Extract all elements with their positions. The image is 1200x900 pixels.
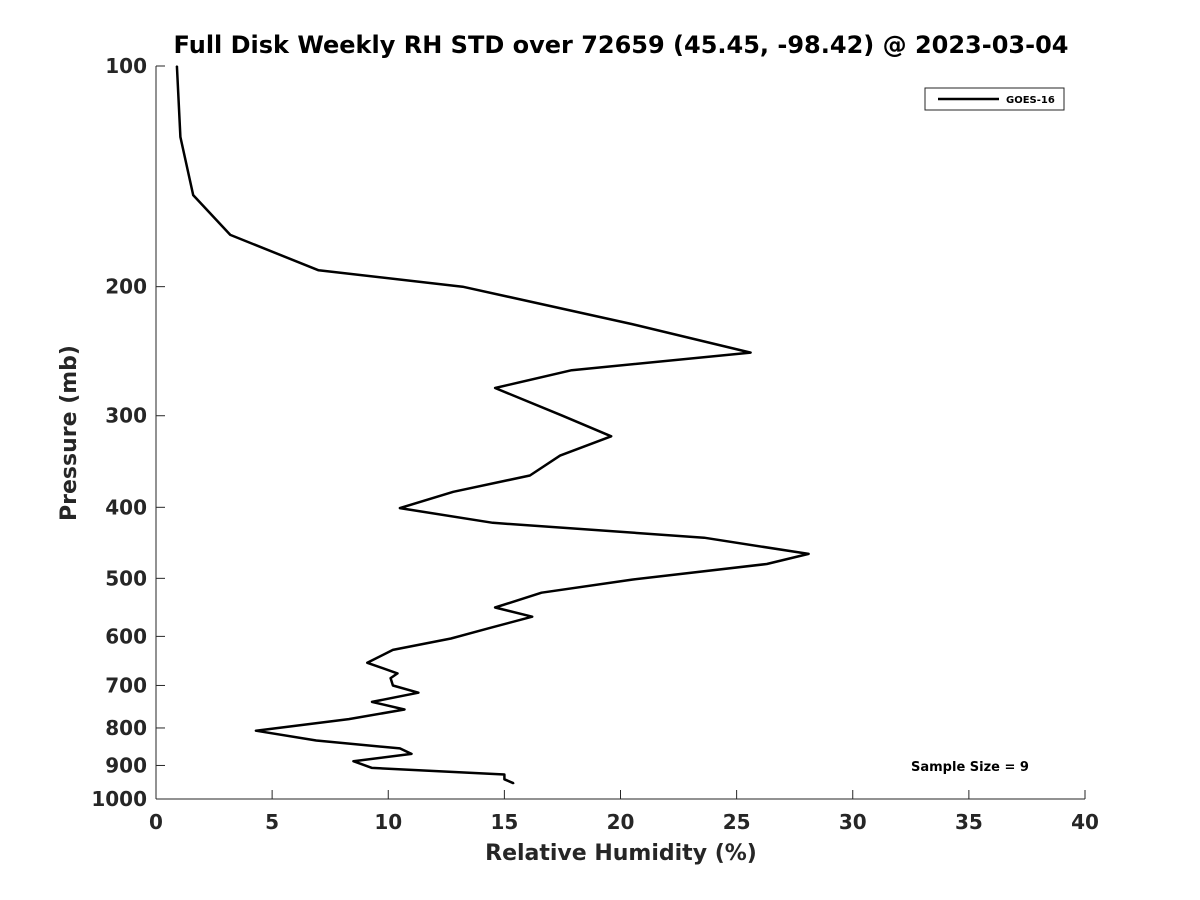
y-tick-label: 700 (105, 673, 147, 697)
data-point (255, 729, 257, 732)
x-tick-label: 10 (374, 810, 402, 834)
data-point (392, 684, 394, 687)
data-point (366, 662, 369, 664)
data-point (492, 522, 494, 524)
data-point (559, 454, 561, 457)
data-point (179, 136, 182, 138)
data-point (503, 773, 506, 776)
data-point (410, 753, 413, 755)
data-point (371, 767, 373, 769)
y-tick-label: 200 (105, 275, 147, 299)
data-point (703, 536, 705, 539)
data-point (529, 474, 531, 477)
data-point (494, 387, 496, 389)
x-tick-label: 25 (723, 810, 751, 834)
x-tick-label: 5 (265, 810, 279, 834)
data-point (399, 507, 401, 509)
data-point (417, 691, 420, 694)
data-point (315, 739, 318, 742)
data-point (807, 553, 810, 555)
legend: GOES-16 (924, 87, 1065, 111)
data-point (348, 718, 350, 720)
data-point (749, 351, 752, 354)
y-tick-label: 900 (105, 753, 147, 777)
series-line-goes-16 (175, 65, 810, 785)
y-axis-ticks: 100 200 300 400 500 600 700 800 900 1000 (91, 54, 165, 811)
data-point (461, 285, 464, 288)
sample-size-annotation: Sample Size = 9 (911, 760, 1029, 775)
data-point (396, 672, 399, 675)
x-tick-label: 20 (607, 810, 635, 834)
data-point (317, 269, 320, 272)
data-point (570, 369, 573, 372)
data-point (229, 234, 232, 236)
y-axis-label: Pressure (mb) (57, 345, 82, 521)
data-point (610, 435, 612, 438)
x-axis-ticks: 0 5 10 15 20 25 30 35 40 (149, 790, 1099, 834)
y-tick-label: 100 (105, 54, 147, 78)
y-tick-label: 800 (105, 716, 147, 740)
y-tick-label: 400 (105, 495, 147, 519)
data-point (540, 591, 543, 594)
x-tick-label: 40 (1071, 810, 1099, 834)
data-point (389, 677, 392, 679)
data-point (561, 414, 564, 417)
y-tick-label: 300 (105, 404, 147, 428)
data-point (399, 747, 401, 750)
data-point (531, 615, 533, 618)
series-points (176, 65, 810, 785)
chart-title: Full Disk Weekly RH STD over 72659 (45.4… (174, 31, 1069, 59)
data-point (766, 563, 768, 565)
y-tick-label: 500 (105, 566, 147, 590)
plot-area (156, 66, 1085, 799)
data-point (631, 578, 633, 581)
data-point (192, 194, 194, 196)
data-point (392, 649, 394, 651)
data-point (176, 65, 178, 67)
x-axis-label: Relative Humidity (%) (485, 841, 757, 866)
data-point (452, 491, 455, 493)
data-point (494, 606, 496, 609)
data-point (450, 637, 452, 640)
y-tick-label: 600 (105, 624, 147, 648)
x-tick-label: 35 (955, 810, 983, 834)
data-point (489, 627, 492, 629)
data-point (352, 760, 355, 762)
data-point (403, 708, 406, 711)
legend-label-goes-16: GOES-16 (1006, 95, 1055, 106)
x-tick-label: 0 (149, 810, 163, 834)
x-tick-label: 15 (490, 810, 518, 834)
data-point (503, 778, 506, 781)
data-point (631, 323, 633, 325)
y-tick-label: 1000 (91, 787, 147, 811)
data-point (512, 782, 515, 785)
data-point (371, 701, 373, 703)
x-tick-label: 30 (839, 810, 867, 834)
